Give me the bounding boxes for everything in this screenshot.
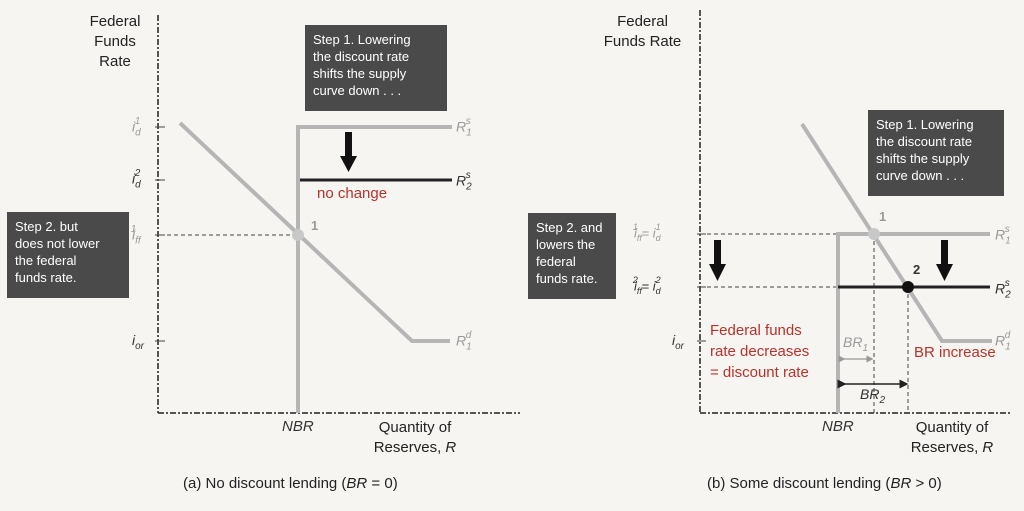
panel-b-caption: (b) Some discount lending (BR > 0) bbox=[707, 475, 942, 492]
panel-a-step1-note: Step 1. Lowering the discount rate shift… bbox=[305, 25, 447, 111]
panel-a-step2-note: Step 2. but does not lower the federal f… bbox=[7, 212, 129, 298]
panel-b-label-rs2: R2s bbox=[995, 278, 1011, 301]
panel-a-x-axis-title: Quantity of Reserves, R bbox=[373, 419, 457, 456]
panel-a-label-rs2: R2s bbox=[456, 170, 472, 193]
panel-b-br2-label: BR2 bbox=[860, 386, 886, 406]
panel-b-step2-note: Step 2. and lowers the federal funds rat… bbox=[528, 213, 616, 299]
panel-a-annotation: no change bbox=[317, 185, 388, 202]
panel-b-step1-note: Step 1. Lowering the discount rate shift… bbox=[868, 110, 1004, 196]
panel-a-shift-arrow bbox=[340, 132, 357, 172]
panel-a-caption: (a) No discount lending (BR = 0) bbox=[183, 475, 398, 492]
panel-a-label-rd1: R1d bbox=[456, 330, 472, 353]
panel-b-annotation-left: Federal funds rate decreases = discount … bbox=[710, 322, 810, 381]
panel-a-point-1 bbox=[292, 229, 304, 241]
panel-a-demand-curve bbox=[178, 121, 450, 343]
panel-b-br1-label: BR1 bbox=[843, 334, 869, 354]
panel-b-label-rd1: R1d bbox=[995, 330, 1011, 353]
panel-b-point-2 bbox=[902, 281, 914, 293]
panel-b-shift-arrow-right bbox=[936, 240, 953, 281]
panel-b-x-axis-title: Quantity of Reserves, R bbox=[910, 419, 994, 456]
panel-a-x-tick-nbr: NBR bbox=[282, 418, 314, 435]
panel-b-tick-top: iff1 = id1 bbox=[632, 222, 661, 243]
panel-b-shift-arrow-left bbox=[709, 240, 726, 281]
panel-a-tick-ior: ior bbox=[132, 332, 145, 352]
panel-a-tick-id1: id1 bbox=[132, 116, 141, 139]
panel-b-x-tick-nbr: NBR bbox=[822, 418, 854, 435]
panel-a-point-1-label: 1 bbox=[311, 218, 319, 233]
panel-b-y-axis-title: Federal Funds Rate bbox=[603, 13, 682, 50]
panel-b-axes bbox=[699, 10, 1010, 414]
panel-b-point-2-label: 2 bbox=[913, 262, 921, 277]
panel-a-axes bbox=[157, 15, 520, 414]
panel-a-y-axis-title: Federal Funds Rate bbox=[89, 13, 141, 70]
panel-b-tick-mid: iff2 = id2 bbox=[632, 275, 661, 296]
panel-b-point-1 bbox=[868, 228, 880, 240]
panel-a-tick-id2: id2 bbox=[132, 168, 141, 191]
panel-a-ticks bbox=[155, 126, 165, 342]
panel-b-label-rs1: R1s bbox=[995, 224, 1011, 247]
panel-b-supply-r1 bbox=[836, 232, 990, 413]
panel-a-supply-r1 bbox=[296, 125, 452, 413]
panel-b-tick-ior: ior bbox=[672, 332, 685, 352]
panel-b-demand-curve bbox=[800, 122, 992, 343]
panel-a-tick-iff1: iff1 bbox=[130, 224, 141, 247]
panel-a-label-rs1: R1s bbox=[456, 116, 472, 139]
panel-b-annotation-right: BR increase bbox=[914, 344, 996, 361]
panel-b-point-1-label: 1 bbox=[879, 209, 887, 224]
